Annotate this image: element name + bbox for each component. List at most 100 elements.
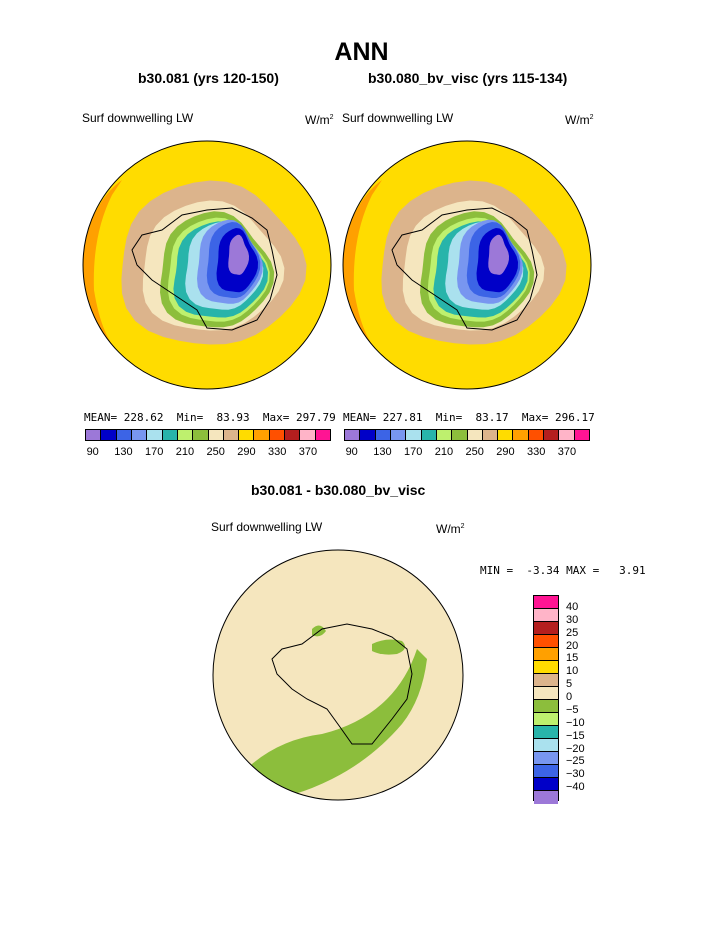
mean-value: 227.81 [382, 411, 423, 424]
colorbar-swatch [534, 752, 558, 765]
field-purple [228, 234, 249, 275]
colorbar-tick-label: 130 [114, 446, 133, 458]
colorbar-swatch [559, 430, 575, 440]
diff-colorbar-ticks: 40 30 25 20 15 10 5 0 −5 −10 −15 −20 −25 −30 −40 [566, 595, 606, 801]
right-colorbar [344, 429, 590, 441]
mean-label: MEAN= [84, 411, 118, 424]
min-label: Min= [435, 411, 463, 424]
diff-panel-variable: Surf downwelling LW [211, 520, 323, 534]
field-purple [488, 234, 509, 275]
colorbar-swatch [162, 430, 178, 440]
diff-field-negative [232, 649, 427, 799]
max-value: 296.17 [555, 411, 595, 424]
max-value: 3.91 [619, 564, 646, 577]
colorbar-tick-label: 5 [566, 678, 573, 691]
colorbar-tick-label: 170 [404, 446, 423, 458]
colorbar-swatch [269, 430, 286, 440]
colorbar-tick-label: 330 [527, 446, 546, 458]
coastline [131, 207, 278, 331]
colorbar-swatch [528, 430, 545, 440]
colorbar-swatch [467, 430, 483, 440]
colorbar-swatch [300, 430, 316, 440]
right-polar-map [342, 140, 592, 390]
colorbar-tick-label: 15 [566, 652, 579, 665]
colorbar-swatch [482, 430, 499, 440]
colorbar-tick-label: 170 [145, 446, 164, 458]
colorbar-swatch [534, 765, 558, 778]
min-value: 83.17 [475, 411, 509, 424]
colorbar-tick-label: 250 [206, 446, 225, 458]
right-panel-units: W/m2 [565, 113, 594, 127]
diff-panel-subtitle: b30.081 - b30.080_bv_visc [251, 482, 426, 498]
colorbar-tick-label: 130 [373, 446, 392, 458]
colorbar-tick-label: −20 [566, 742, 585, 755]
colorbar-tick-label: 290 [237, 446, 256, 458]
colorbar-swatch [223, 430, 240, 440]
right-panel-variable: Surf downwelling LW [342, 111, 454, 125]
colorbar-swatch [534, 661, 558, 674]
colorbar-swatch [534, 791, 558, 804]
max-label: Max= [262, 411, 290, 424]
colorbar-tick-label: −25 [566, 755, 585, 768]
colorbar-swatch [360, 430, 376, 440]
colorbar-swatch [375, 430, 391, 440]
colorbar-swatch [177, 430, 194, 440]
colorbar-swatch [534, 622, 558, 635]
colorbar-swatch [534, 726, 558, 739]
colorbar-swatch [534, 713, 558, 726]
left-panel-units: W/m2 [305, 113, 334, 127]
max-value: 297.79 [296, 411, 336, 424]
colorbar-tick-label: 90 [86, 446, 99, 458]
colorbar-swatch [131, 430, 148, 440]
colorbar-swatch [534, 674, 558, 687]
min-value: -3.34 [526, 564, 560, 577]
colorbar-swatch [452, 430, 468, 440]
colorbar-swatch [534, 596, 558, 609]
colorbar-swatch [498, 430, 514, 440]
colorbar-tick-label: 250 [465, 446, 484, 458]
colorbar-tick-label: −15 [566, 729, 585, 742]
colorbar-swatch [147, 430, 163, 440]
diff-field-negative-small [372, 639, 406, 655]
diff-coastline [271, 623, 413, 745]
colorbar-swatch [345, 430, 361, 440]
colorbar-swatch [406, 430, 422, 440]
colorbar-swatch [544, 430, 560, 440]
colorbar-tick-label: 210 [175, 446, 195, 458]
colorbar-swatch [86, 430, 102, 440]
coastline [391, 207, 538, 331]
right-panel-stats: MEAN= 227.81 Min= 83.17 Max= 296.17 [343, 411, 595, 424]
colorbar-swatch [534, 635, 558, 648]
colorbar-swatch [285, 430, 301, 440]
colorbar-tick-label: −30 [566, 768, 585, 781]
left-colorbar [85, 429, 331, 441]
figure-title: ANN [334, 38, 389, 66]
colorbar-tick-label: 0 [566, 691, 573, 703]
diff-colorbar [533, 595, 559, 804]
colorbar-tick-label: 370 [298, 446, 318, 458]
colorbar-tick-label: 25 [566, 626, 579, 639]
max-label: MAX = [566, 564, 600, 577]
left-panel-subtitle: b30.081 (yrs 120-150) [138, 70, 279, 86]
colorbar-tick-label: 290 [496, 446, 515, 458]
colorbar-tick-label: 90 [345, 446, 358, 458]
colorbar-swatch [534, 700, 558, 713]
colorbar-tick-label: 370 [557, 446, 577, 458]
colorbar-tick-label: −10 [566, 716, 585, 729]
right-colorbar-ticks: 90 130 170 210 250 290 330 370 [344, 446, 590, 460]
colorbar-swatch [101, 430, 117, 440]
colorbar-tick-label: 330 [268, 446, 287, 458]
colorbar-swatch [534, 739, 558, 752]
colorbar-swatch [193, 430, 209, 440]
colorbar-swatch [116, 430, 132, 440]
colorbar-swatch [254, 430, 270, 440]
colorbar-swatch [421, 430, 437, 440]
colorbar-swatch [534, 687, 558, 700]
mean-value: 228.62 [123, 411, 164, 424]
min-value: 83.93 [216, 411, 250, 424]
colorbar-tick-label: 20 [566, 639, 579, 652]
colorbar-swatch [436, 430, 453, 440]
colorbar-swatch [534, 609, 558, 622]
colorbar-swatch [239, 430, 255, 440]
left-colorbar-ticks: 90 130 170 210 250 290 330 370 [85, 446, 331, 460]
